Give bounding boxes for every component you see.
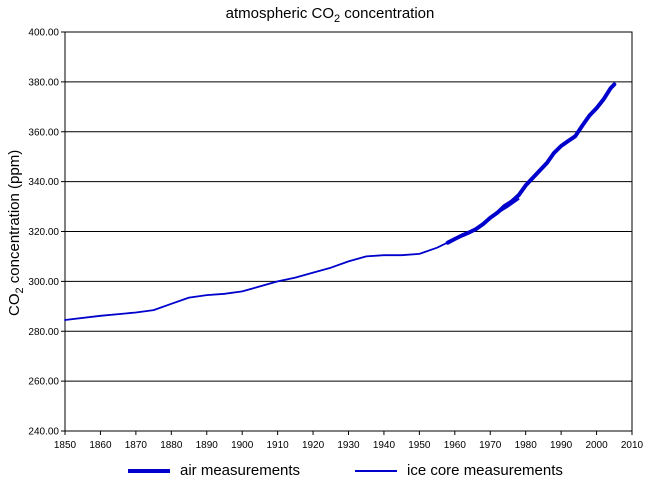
y-axis-label: CO2 concentration (ppm): [6, 149, 26, 316]
x-tick-label: 1940: [373, 440, 396, 451]
x-tick-label: 2000: [585, 440, 608, 451]
legend-label-air: air measurements: [180, 462, 301, 479]
legend-label-ice: ice core measurements: [407, 462, 563, 479]
y-tick-label: 300.00: [28, 277, 59, 288]
x-tick-label: 1970: [479, 440, 502, 451]
x-tick-label: 1870: [125, 440, 148, 451]
x-tick-label: 1850: [54, 440, 77, 451]
x-tick-label: 2010: [621, 440, 644, 451]
x-tick-label: 1920: [302, 440, 325, 451]
x-tick-label: 1930: [337, 440, 360, 451]
legend-item-ice: ice core measurements: [355, 462, 563, 479]
y-tick-label: 320.00: [28, 227, 59, 238]
legend-item-air: air measurements: [128, 462, 300, 479]
series-line-air-measurements: [445, 82, 617, 245]
x-tick-label: 1990: [550, 440, 573, 451]
x-tick-label: 1980: [515, 440, 538, 451]
legend-swatch-air: [128, 468, 170, 473]
y-tick-label: 280.00: [28, 327, 59, 338]
chart-title: atmospheric CO2 concentration: [225, 5, 435, 25]
legend: air measurements ice core measurements: [0, 462, 660, 484]
x-tick-label: 1890: [196, 440, 219, 451]
x-tick-label: 1900: [231, 440, 254, 451]
series-line-ice-core-measurements: [64, 198, 520, 321]
x-tick-label: 1860: [89, 440, 112, 451]
series-lines: [64, 82, 617, 321]
y-tick-label: 360.00: [28, 127, 59, 138]
legend-swatch-ice: [355, 469, 397, 472]
y-axis-ticks: 240.00 260.00 280.00 300.00 320.00 340.00 360.…: [28, 28, 65, 438]
y-tick-label: 260.00: [28, 377, 59, 388]
x-tick-label: 1950: [408, 440, 431, 451]
x-tick-label: 1880: [160, 440, 183, 451]
gridlines: [65, 81, 632, 382]
x-tick-label: 1910: [267, 440, 290, 451]
x-tick-label: 1960: [444, 440, 467, 451]
y-tick-label: 380.00: [28, 77, 59, 88]
y-tick-label: 400.00: [28, 28, 59, 39]
y-tick-label: 240.00: [28, 427, 59, 438]
x-axis-ticks: 1850 1860 1870 1880 1890 1900 1910 1920 1930 1940…: [54, 431, 644, 451]
y-tick-label: 340.00: [28, 177, 59, 188]
